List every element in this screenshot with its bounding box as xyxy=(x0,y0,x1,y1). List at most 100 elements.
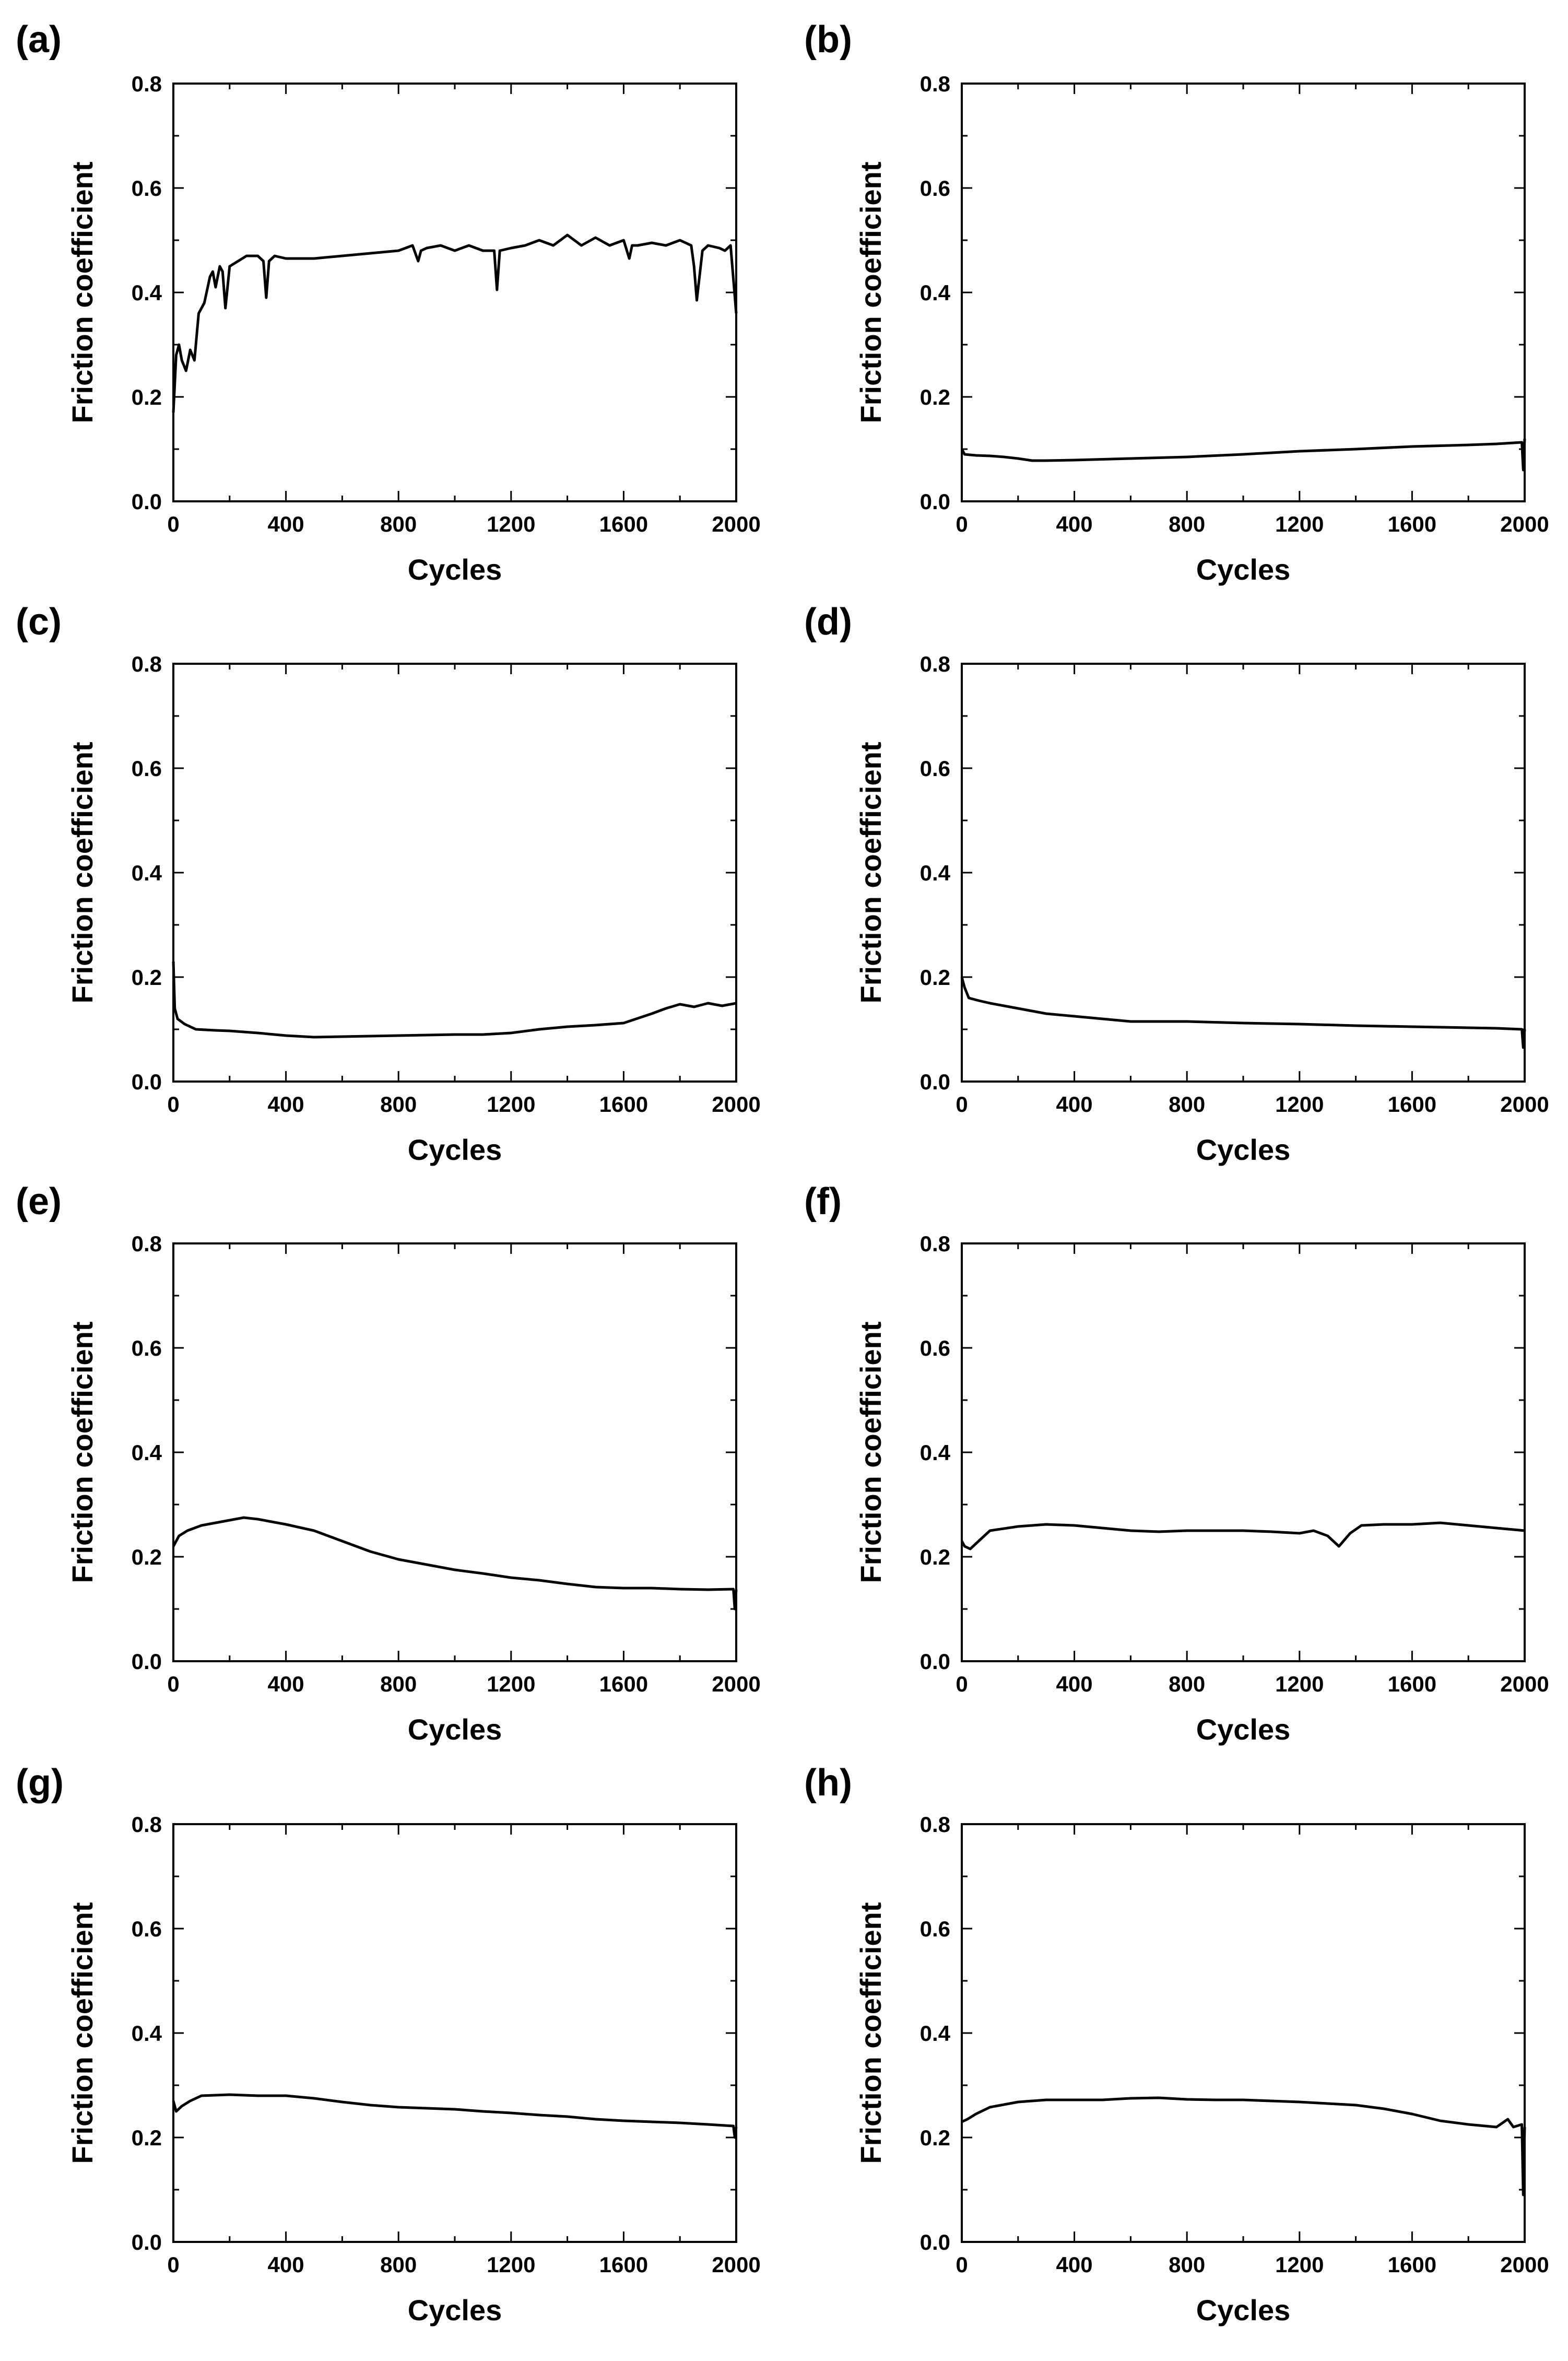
panel-b-xtick-label: 1200 xyxy=(1275,512,1324,536)
panel-a-ytick-label: 0.8 xyxy=(132,72,162,96)
panel-f: (f) 0 400 800 1200 1600 2000 0.0 0.2 0.4 0.6 0.8 Cyc… xyxy=(804,1181,1549,1746)
panel-g-xtick-label: 1200 xyxy=(487,2252,535,2277)
panel-h-ytick-label: 0.2 xyxy=(920,2125,950,2150)
panel-a-xtick-label: 800 xyxy=(380,512,417,536)
panel-a-xtick-label: 400 xyxy=(268,512,304,536)
panel-g-xtick-label: 800 xyxy=(380,2252,417,2277)
panel-d-xtick-label: 1600 xyxy=(1388,1092,1436,1117)
panel-f-xtick-label: 800 xyxy=(1169,1672,1205,1696)
panel-d-ytick-label: 0.2 xyxy=(920,965,950,990)
panel-c-xtick-label: 1600 xyxy=(599,1092,648,1117)
panel-e: (e) 0 400 800 1200 1600 2000 0.0 0.2 0.4 0.6 0.8 Cyc… xyxy=(16,1181,761,1746)
panel-g-ytick-label: 0.6 xyxy=(132,1917,162,1941)
panel-e-label: (e) xyxy=(16,1181,62,1223)
panel-c-xtick-label: 400 xyxy=(268,1092,304,1117)
panel-a: (a) 0 400 800 1200 1600 2000 0.0 0.2 0.4 0.6 0.8 Cyc… xyxy=(16,19,761,586)
panel-g-plot-frame xyxy=(172,1823,737,2243)
panel-c-x-axis-title: Cycles xyxy=(408,1133,502,1166)
panel-a-ytick-label: 0.6 xyxy=(132,176,162,201)
panel-d-xtick-label: 1200 xyxy=(1275,1092,1324,1117)
panel-a-xtick-label: 0 xyxy=(167,512,179,536)
panel-g-series-line xyxy=(172,2093,738,2139)
panel-h-ytick-label: 0.6 xyxy=(920,1917,950,1941)
panel-a-series-line xyxy=(172,233,738,413)
panel-f-plot-frame xyxy=(961,1242,1526,1662)
panel-g-ytick-label: 0.8 xyxy=(132,1812,162,1837)
panel-b-ytick-label: 0.8 xyxy=(920,72,950,96)
panel-b-ytick-label: 0.0 xyxy=(920,489,950,514)
panel-f-label: (f) xyxy=(804,1181,842,1223)
panel-h-xtick-label: 2000 xyxy=(1500,2252,1549,2277)
panel-e-ytick-label: 0.0 xyxy=(132,1649,162,1674)
panel-h-x-axis-title: Cycles xyxy=(1196,2294,1291,2327)
panel-c: (c) 0 400 800 1200 1600 2000 0.0 0.2 0.4 0.6 0.8 Cyc… xyxy=(16,601,761,1166)
panel-g-x-axis-title: Cycles xyxy=(408,2294,502,2327)
panel-e-xtick-label: 1600 xyxy=(599,1672,648,1696)
panel-b: (b) 0 400 800 1200 1600 2000 0.0 0.2 0.4 0.6 0.8 Cyc… xyxy=(804,19,1549,586)
panel-b-series-line xyxy=(960,438,1526,472)
panel-e-ytick-label: 0.6 xyxy=(132,1336,162,1360)
panel-a-ytick-label: 0.4 xyxy=(132,280,162,305)
panel-e-xtick-label: 400 xyxy=(268,1672,304,1696)
panel-h-y-axis-title: Friction coefficient xyxy=(854,1902,887,2164)
panel-f-xtick-label: 2000 xyxy=(1500,1672,1549,1696)
panel-h-ytick-label: 0.0 xyxy=(920,2230,950,2254)
panel-d-series-line xyxy=(960,977,1526,1049)
panel-h: (h) 0 400 800 1200 1600 2000 0.0 0.2 0.4 0.6 0.8 Cyc… xyxy=(804,1762,1549,2327)
panel-e-ytick-label: 0.2 xyxy=(132,1545,162,1569)
panel-e-series-line xyxy=(172,1516,738,1611)
panel-a-ytick-label: 0.0 xyxy=(132,489,162,514)
panel-g-ytick-label: 0.4 xyxy=(132,2021,162,2046)
panel-h-ytick-label: 0.8 xyxy=(920,1812,950,1837)
panel-e-y-axis-title: Friction coefficient xyxy=(66,1322,99,1583)
panel-e-plot-frame xyxy=(172,1242,737,1662)
panel-h-ytick-label: 0.4 xyxy=(920,2021,951,2046)
panel-e-ytick-label: 0.8 xyxy=(132,1231,162,1256)
panel-g-xtick-label: 1600 xyxy=(599,2252,648,2277)
panel-f-y-axis-title: Friction coefficient xyxy=(854,1322,887,1583)
panel-f-xtick-label: 1600 xyxy=(1388,1672,1436,1696)
panel-f-ytick-label: 0.8 xyxy=(920,1231,950,1256)
panel-d-label: (d) xyxy=(804,601,852,643)
panel-d-x-axis-title: Cycles xyxy=(1196,1133,1291,1166)
panel-h-label: (h) xyxy=(804,1762,852,1804)
panel-h-xtick-label: 1200 xyxy=(1275,2252,1324,2277)
panel-c-label: (c) xyxy=(16,601,62,643)
panel-h-xtick-label: 0 xyxy=(956,2252,968,2277)
panel-b-xtick-label: 400 xyxy=(1056,512,1093,536)
panel-a-xtick-label: 1600 xyxy=(599,512,648,536)
panel-a-y-axis-title: Friction coefficient xyxy=(66,162,99,424)
panel-b-xtick-label: 800 xyxy=(1169,512,1205,536)
panel-g-xtick-label: 0 xyxy=(167,2252,179,2277)
panel-h-xtick-label: 800 xyxy=(1169,2252,1205,2277)
panel-b-ytick-label: 0.2 xyxy=(920,385,950,409)
panel-b-xtick-label: 2000 xyxy=(1500,512,1549,536)
panel-f-xtick-label: 0 xyxy=(956,1672,968,1696)
panel-a-xtick-label: 1200 xyxy=(487,512,535,536)
panel-e-xtick-label: 1200 xyxy=(487,1672,535,1696)
panel-d-ytick-label: 0.6 xyxy=(920,756,950,781)
panel-f-xtick-label: 400 xyxy=(1056,1672,1093,1696)
panel-a-label: (a) xyxy=(16,19,62,61)
panel-b-x-axis-title: Cycles xyxy=(1196,553,1291,586)
panel-c-xtick-label: 2000 xyxy=(712,1092,760,1117)
panel-b-ytick-label: 0.4 xyxy=(920,280,951,305)
panel-g: (g) 0 400 800 1200 1600 2000 0.0 0.2 0.4 0.6 0.8 Cyc… xyxy=(16,1762,761,2327)
panel-c-ytick-label: 0.2 xyxy=(132,965,162,990)
panel-b-label: (b) xyxy=(804,19,852,61)
panel-a-xtick-label: 2000 xyxy=(712,512,760,536)
panel-d: (d) 0 400 800 1200 1600 2000 0.0 0.2 0.4 0.6 0.8 Cyc… xyxy=(804,601,1549,1166)
panel-d-ytick-label: 0.8 xyxy=(920,652,950,676)
panel-d-y-axis-title: Friction coefficient xyxy=(854,742,887,1004)
panel-c-xtick-label: 1200 xyxy=(487,1092,535,1117)
panel-a-ytick-label: 0.2 xyxy=(132,385,162,409)
panel-b-xtick-label: 0 xyxy=(956,512,968,536)
panel-c-series-line xyxy=(172,961,737,1039)
panel-e-ytick-label: 0.4 xyxy=(132,1440,162,1465)
panels-container: (a) 0 400 800 1200 1600 2000 0.0 0.2 0.4 0.6 0.8 Cyc… xyxy=(16,19,1549,2327)
panel-h-series-line xyxy=(961,2096,1526,2196)
panel-b-plot-frame xyxy=(961,83,1526,502)
panel-f-series-line xyxy=(960,1521,1525,1550)
panel-b-y-axis-title: Friction coefficient xyxy=(854,162,887,424)
